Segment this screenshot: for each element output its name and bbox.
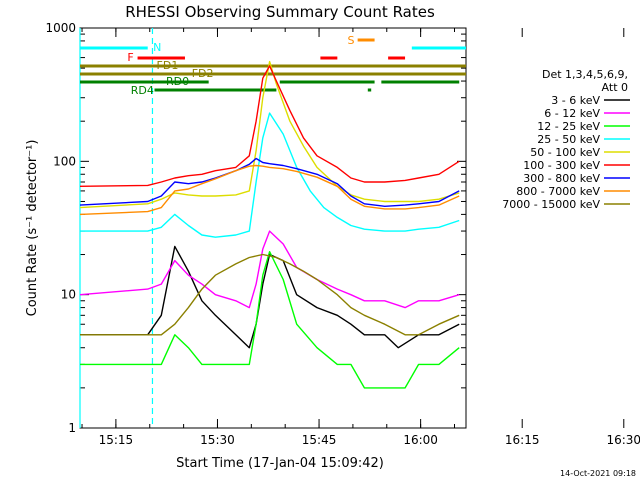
y-tick-label: 1: [68, 421, 76, 435]
x-axis-label: Start Time (17-Jan-04 15:09:42): [176, 456, 384, 471]
rd4-flag-label: RD4: [131, 84, 154, 97]
legend-entry-label: 800 - 7000 keV: [516, 185, 600, 198]
series-line-3: [80, 112, 460, 238]
legend-header-line: Att 0: [602, 81, 628, 94]
series-line-0: [80, 245, 460, 349]
series-line-7: [80, 164, 460, 216]
s-flag-label: S: [347, 34, 354, 47]
y-tick-label: 1000: [45, 21, 76, 35]
x-tick-label: 15:30: [200, 433, 235, 447]
legend-entry-label: 25 - 50 keV: [537, 133, 600, 146]
rd0-flag-label: RD0: [166, 75, 189, 88]
series-line-5: [80, 65, 460, 187]
x-tick-label: 15:15: [99, 433, 134, 447]
legend-entry-label: 100 - 300 keV: [523, 159, 600, 172]
n-flag-label: N: [153, 41, 161, 54]
series-line-8: [80, 253, 460, 336]
x-tick-label: 16:15: [505, 433, 540, 447]
legend-entry-label: 7000 - 15000 keV: [502, 198, 600, 211]
footer-date: 14-Oct-2021 09:18: [560, 469, 636, 478]
legend-entry-label: 300 - 800 keV: [523, 172, 600, 185]
y-tick-label: 10: [61, 288, 76, 302]
x-tick-label: 16:00: [403, 433, 438, 447]
fd2-flag-label: FD2: [192, 67, 214, 80]
legend-header-line: Det 1,3,4,5,6,9,: [542, 68, 628, 81]
x-tick-label: 15:45: [302, 433, 337, 447]
legend-entry-label: 6 - 12 keV: [544, 107, 600, 120]
series-line-1: [80, 230, 460, 309]
legend-entry-label: 50 - 100 keV: [530, 146, 600, 159]
legend-entry-label: 3 - 6 keV: [551, 94, 600, 107]
series-line-2: [80, 250, 460, 389]
f-flag-label: F: [127, 51, 133, 64]
y-axis-label: Count Rate (s⁻¹ detector⁻¹): [25, 140, 40, 317]
chart-title: RHESSI Observing Summary Count Rates: [125, 3, 435, 21]
y-tick-label: 100: [53, 154, 76, 168]
plot-area: 1 10 100 1000 15:15 15:30 15:45 16:00 16:15 16:30…: [45, 21, 640, 447]
fd1-flag-label: FD1: [157, 59, 179, 72]
x-tick-label: 16:30: [606, 433, 640, 447]
series-line-6: [80, 157, 460, 208]
legend-entry-label: 12 - 25 keV: [537, 120, 600, 133]
